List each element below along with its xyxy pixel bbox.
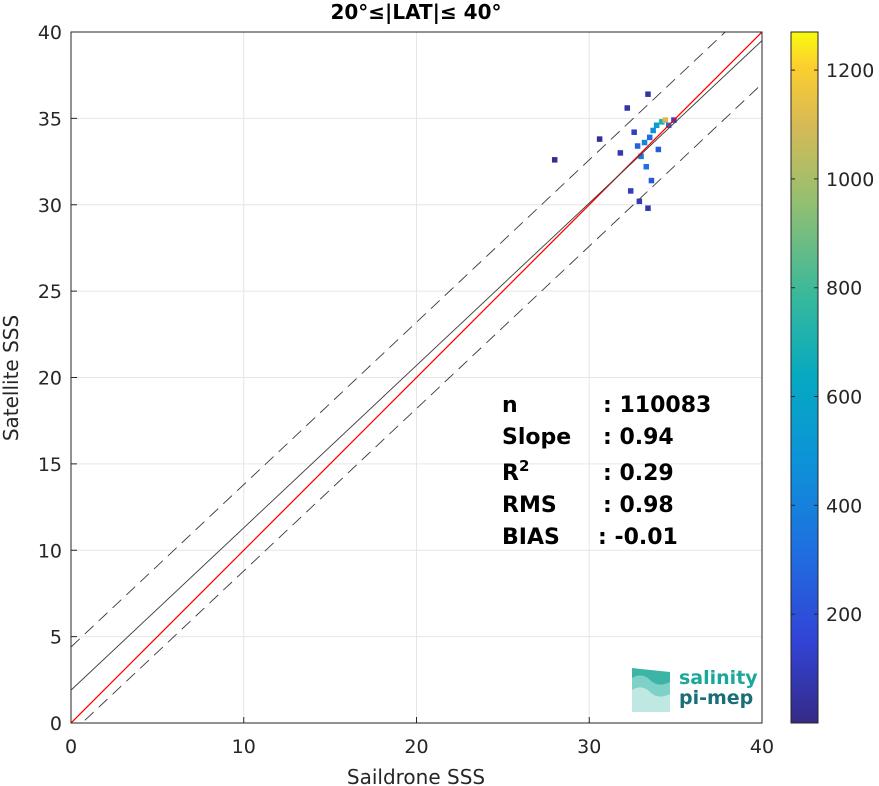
density-cell [638, 153, 644, 160]
reference-lines [71, 32, 762, 723]
density-cell [645, 205, 651, 211]
density-cell [645, 91, 651, 97]
y-tick-labels: 0 5 10 15 20 25 30 35 40 [38, 22, 62, 735]
y-tick-label: 35 [38, 108, 62, 130]
y-tick-label: 0 [50, 713, 62, 735]
colorbar-tick-label: 600 [826, 387, 862, 409]
density-cell [653, 122, 660, 129]
x-tick-label: 0 [65, 736, 77, 758]
x-tick-label: 10 [232, 736, 256, 758]
plot-frame [70, 31, 763, 724]
density-cell [641, 139, 648, 146]
colorbar-ticks: 200 400 600 800 1000 1200 [791, 60, 874, 626]
density-cell [636, 198, 643, 205]
density-cell [627, 188, 634, 194]
x-tick-labels: 0 10 20 30 40 [65, 736, 774, 758]
x-tick-label: 30 [577, 736, 601, 758]
colorbar-tick-label: 1200 [826, 60, 874, 82]
y-tick-label: 30 [38, 195, 62, 217]
stat-label: Slope [502, 425, 571, 450]
density-cell [634, 143, 641, 149]
density-cell [655, 146, 662, 153]
density-cell [617, 150, 624, 156]
density-cell [650, 127, 656, 134]
density-cell [659, 119, 665, 125]
density-cell [648, 177, 655, 184]
density-cell [631, 129, 637, 135]
x-axis-label: Saildrone SSS [347, 765, 485, 786]
stat-label: R2 [502, 457, 529, 486]
density-cell [646, 134, 653, 141]
statistics-panel: n : 110083 Slope : 0.94 R2 : 0.29 RMS : 0.98 BIA… [502, 393, 711, 550]
density-cell [624, 105, 631, 111]
one-to-one-line [71, 32, 762, 723]
chart-title: 20°≤|LAT|≤ 40° [330, 0, 501, 24]
colorbar [790, 31, 819, 724]
stat-value: : 0.94 [603, 425, 674, 450]
lower-bound-line [81, 83, 762, 723]
x-tick-label: 40 [750, 736, 774, 758]
y-tick-label: 40 [38, 22, 62, 44]
upper-bound-line [71, 32, 726, 648]
logo-line1: salinity [679, 667, 758, 689]
stat-value: : 0.29 [603, 461, 674, 486]
stat-label: n [502, 393, 518, 418]
stat-label: BIAS [502, 525, 560, 550]
logo-waves-icon [632, 668, 670, 712]
y-tick-label: 20 [38, 368, 62, 390]
colorbar-tick-label: 200 [826, 604, 862, 626]
y-tick-label: 15 [38, 454, 62, 476]
y-tick-label: 5 [50, 627, 62, 649]
colorbar-tick-label: 400 [826, 495, 862, 517]
salinity-pi-mep-logo: salinity pi-mep [632, 667, 758, 712]
stat-value: : 110083 [603, 393, 711, 418]
fit-line [71, 40, 762, 691]
density-cells [551, 91, 677, 211]
density-cell [643, 163, 650, 170]
density-cell [662, 117, 669, 123]
y-axis-label: Satellite SSS [0, 315, 23, 441]
y-tick-label: 10 [38, 540, 62, 562]
colorbar-tick-label: 800 [826, 278, 862, 300]
y-tick-label: 25 [38, 281, 62, 303]
colorbar-tick-label: 1000 [826, 169, 874, 191]
stat-value: : 0.98 [603, 493, 674, 518]
density-cell [551, 157, 558, 163]
stat-value: : -0.01 [598, 525, 678, 550]
logo-line2: pi-mep [679, 687, 753, 709]
stat-label: RMS [502, 493, 557, 518]
density-cell [596, 136, 603, 142]
x-tick-label: 20 [404, 736, 428, 758]
